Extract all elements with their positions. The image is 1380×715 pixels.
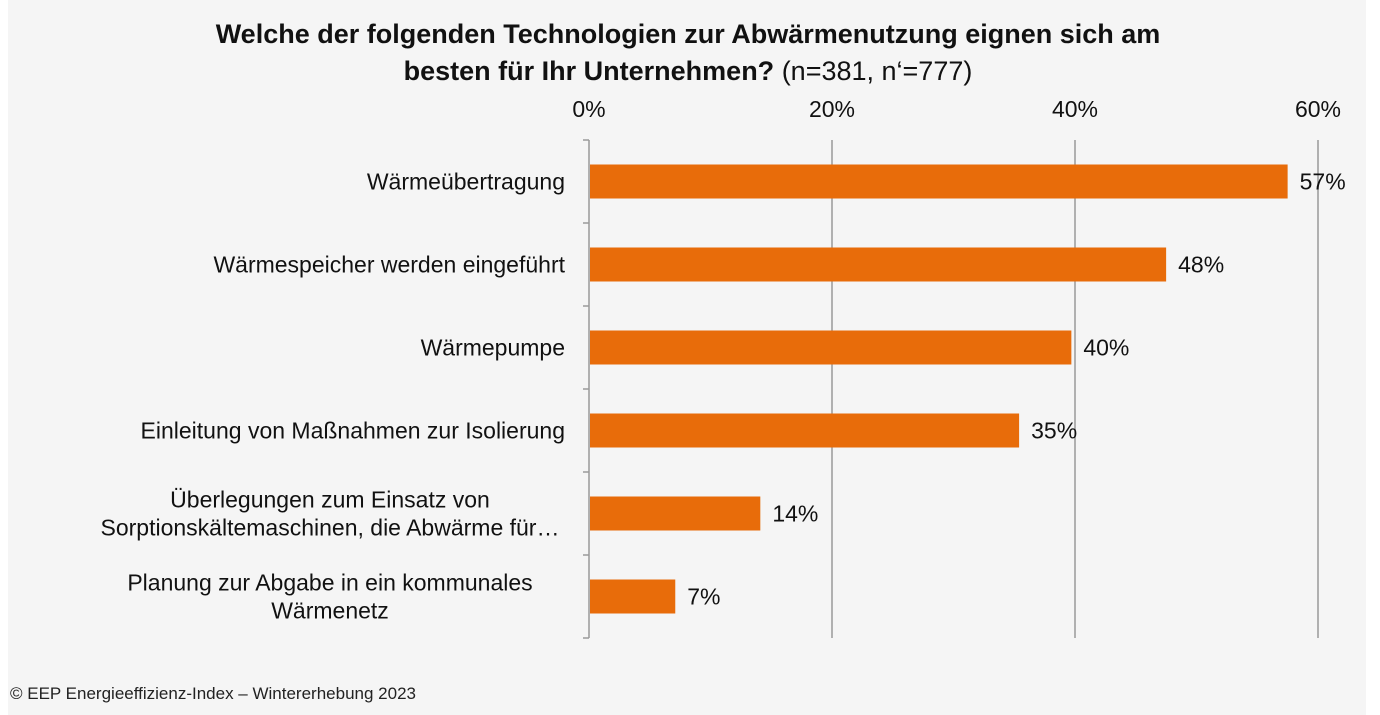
value-label-5: 7%	[687, 584, 720, 610]
category-label-5-line-0: Planung zur Abgabe in ein kommunales	[127, 570, 532, 596]
labels: 0% 20% 40% 60% 57% Wärmeübertragung 48% Wärmesp…	[101, 96, 1346, 624]
category-label-4-line-1: Sorptionskältemaschinen, die Abwärme für…	[101, 515, 560, 541]
tick-label-1: 20%	[809, 96, 855, 122]
bar-5	[590, 579, 676, 614]
value-label-3: 35%	[1031, 418, 1077, 444]
tick-label-3: 60%	[1295, 96, 1341, 122]
bar-3	[590, 413, 1020, 448]
bar-1	[590, 247, 1167, 282]
bar-4	[590, 496, 761, 531]
category-label-4-line-0: Überlegungen zum Einsatz von	[170, 487, 490, 513]
category-label-5-line-1: Wärmenetz	[271, 598, 389, 624]
source-note: © EEP Energieeffizienz-Index – Wintererh…	[10, 684, 416, 703]
category-label-1: Wärmespeicher werden eingeführt	[213, 252, 565, 278]
tick-label-2: 40%	[1052, 96, 1098, 122]
value-label-4: 14%	[772, 501, 818, 527]
bar-2	[590, 330, 1072, 365]
category-label-3: Einleitung von Maßnahmen zur Isolierung	[141, 418, 565, 444]
value-label-1: 48%	[1178, 252, 1224, 278]
value-label-0: 57%	[1300, 169, 1346, 195]
gridlines	[583, 139, 1319, 639]
category-label-2: Wärmepumpe	[421, 335, 565, 361]
category-label-0: Wärmeübertragung	[367, 169, 565, 195]
chart-title: Welche der folgenden Technologien zur Ab…	[0, 16, 1376, 90]
bar-0	[590, 164, 1288, 199]
tick-label-0: 0%	[572, 96, 605, 122]
title-line-2-sample-size: (n=381, n‘=777)	[774, 56, 973, 86]
title-line-2-bold: besten für Ihr Unternehmen?	[403, 56, 775, 86]
value-label-2: 40%	[1083, 335, 1129, 361]
bars	[590, 164, 1288, 614]
title-line-1: Welche der folgenden Technologien zur Ab…	[215, 19, 1161, 49]
